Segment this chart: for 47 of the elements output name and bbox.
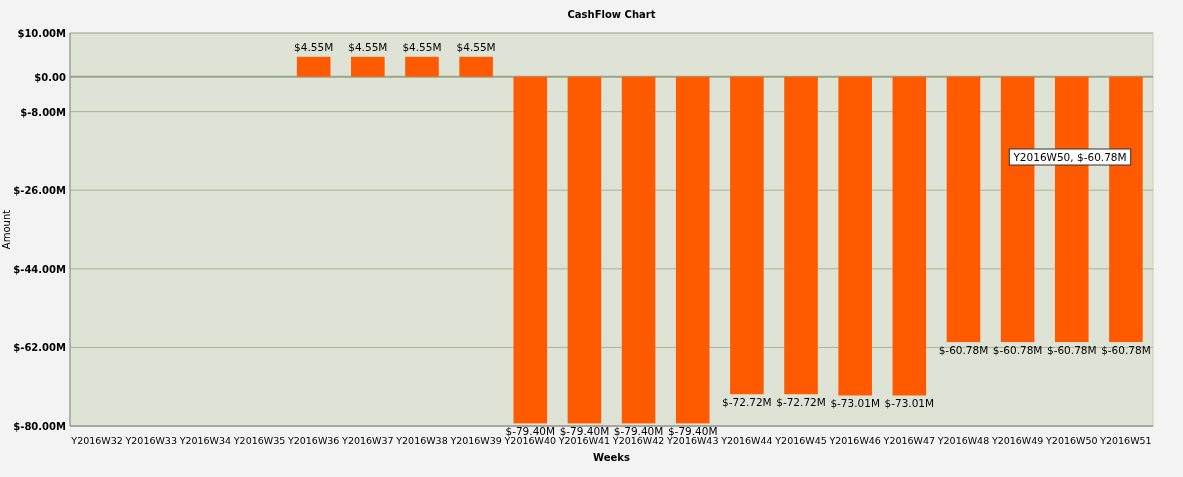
x-tick-label: Y2016W37 bbox=[341, 435, 394, 446]
data-label: $-60.78M bbox=[992, 344, 1043, 357]
x-tick-label: Y2016W49 bbox=[990, 435, 1044, 446]
x-tick-label: Y2016W38 bbox=[395, 435, 448, 446]
data-label: $-60.78M bbox=[938, 344, 989, 357]
data-label: $-60.78M bbox=[1046, 344, 1097, 357]
data-label: $-79.40M bbox=[505, 425, 556, 438]
x-tick-label: Y2016W48 bbox=[936, 435, 990, 446]
data-label: $-73.01M bbox=[884, 397, 935, 410]
y-tick-label: $-80.00M bbox=[13, 421, 67, 432]
x-tick-label: Y2016W46 bbox=[828, 435, 881, 446]
data-label: $4.55M bbox=[402, 40, 442, 53]
x-tick-label: Y2016W39 bbox=[449, 435, 502, 446]
data-label: $-79.40M bbox=[667, 425, 718, 438]
y-tick-label: $0.00 bbox=[34, 71, 67, 83]
x-axis-title: Weeks bbox=[593, 452, 630, 463]
x-tick-label: Y2016W45 bbox=[774, 435, 827, 446]
data-label: $4.55M bbox=[456, 40, 496, 53]
x-tick-label: Y2016W41 bbox=[557, 435, 611, 446]
x-tick-label: Y2016W47 bbox=[882, 435, 936, 446]
x-tick-label: Y2016W43 bbox=[665, 435, 719, 446]
data-label: $-79.40M bbox=[559, 425, 610, 438]
x-tick-label: Y2016W34 bbox=[178, 435, 232, 446]
chart-title: CashFlow Chart bbox=[567, 9, 656, 20]
x-tick-label: Y2016W44 bbox=[720, 435, 773, 446]
y-axis-title: Amount bbox=[1, 209, 12, 250]
data-label: $-60.78M bbox=[1101, 344, 1151, 357]
x-tick-label: Y2016W51 bbox=[1099, 435, 1152, 446]
x-tick-label: Y2016W32 bbox=[70, 435, 123, 446]
y-tick-label: $-62.00M bbox=[13, 342, 67, 354]
x-tick-label: Y2016W50 bbox=[1045, 435, 1098, 446]
y-tick-label: $-8.00M bbox=[20, 106, 67, 118]
y-tick-label: $-26.00M bbox=[13, 185, 67, 197]
data-label: $4.55M bbox=[348, 40, 388, 53]
x-tick-label: Y2016W40 bbox=[503, 435, 557, 446]
data-label: $-72.72M bbox=[776, 396, 826, 409]
x-tick-label: Y2016W36 bbox=[286, 435, 340, 446]
data-label: $-72.72M bbox=[722, 396, 772, 409]
x-tick-label: Y2016W33 bbox=[124, 435, 177, 446]
data-label: $-79.40M bbox=[613, 425, 664, 438]
data-label: $-73.01M bbox=[830, 397, 880, 410]
x-tick-label: Y2016W42 bbox=[611, 435, 665, 446]
y-tick-label: $10.00M bbox=[17, 28, 67, 39]
y-tick-label: $-44.00M bbox=[13, 263, 67, 275]
annotation: Y2016W50, $-60.78M bbox=[1012, 151, 1127, 163]
x-tick-label: Y2016W35 bbox=[232, 435, 286, 446]
data-label: $4.55M bbox=[294, 40, 334, 53]
